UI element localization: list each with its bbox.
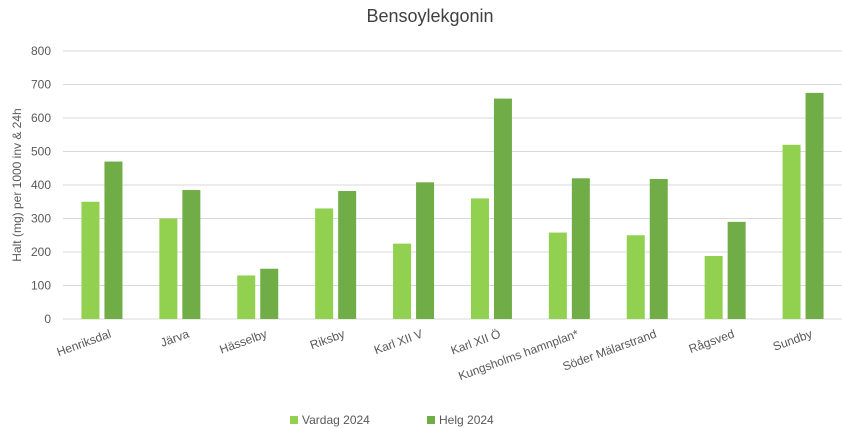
x-tick-label: Henriksdal xyxy=(55,327,113,360)
x-tick-label: Hässelby xyxy=(218,327,269,357)
bar xyxy=(260,268,279,319)
bar xyxy=(159,218,178,319)
legend-label: Helg 2024 xyxy=(439,413,494,427)
x-tick-label: Järva xyxy=(159,327,192,350)
bar xyxy=(727,221,746,319)
legend-swatch xyxy=(290,416,298,424)
bar xyxy=(782,144,801,319)
y-tick-label: 0 xyxy=(44,312,51,326)
bar xyxy=(470,198,489,319)
bar xyxy=(805,92,824,319)
x-tick-label: Riksby xyxy=(308,327,347,352)
bar xyxy=(548,232,567,319)
legend-swatch xyxy=(427,416,435,424)
x-tick-label: Sundby xyxy=(771,327,814,354)
bar xyxy=(237,275,256,319)
bar xyxy=(704,256,723,319)
y-tick-label: 100 xyxy=(31,279,51,293)
y-tick-label: 300 xyxy=(31,212,51,226)
bar xyxy=(571,178,590,319)
y-tick-label: 600 xyxy=(31,111,51,125)
x-tick-label: Karl XII V xyxy=(372,327,424,357)
bar xyxy=(182,190,201,319)
bar xyxy=(626,235,645,319)
chart-title: Bensoylekgonin xyxy=(366,6,493,26)
y-tick-label: 200 xyxy=(31,245,51,259)
y-tick-label: 500 xyxy=(31,145,51,159)
bar xyxy=(104,161,123,319)
bar xyxy=(649,178,668,319)
legend-label: Vardag 2024 xyxy=(302,413,370,427)
y-axis-label: Halt (mg) per 1000 inv & 24h xyxy=(10,108,24,261)
bar xyxy=(338,191,357,319)
bar xyxy=(315,208,334,319)
y-tick-label: 800 xyxy=(31,44,51,58)
y-tick-label: 700 xyxy=(31,78,51,92)
bar xyxy=(393,243,412,319)
bar xyxy=(493,98,512,319)
y-tick-label: 400 xyxy=(31,178,51,192)
x-tick-label: Rågsved xyxy=(687,327,736,356)
bar xyxy=(416,182,435,319)
x-tick-label: Karl XII Ö xyxy=(449,327,503,358)
bar xyxy=(81,201,100,319)
